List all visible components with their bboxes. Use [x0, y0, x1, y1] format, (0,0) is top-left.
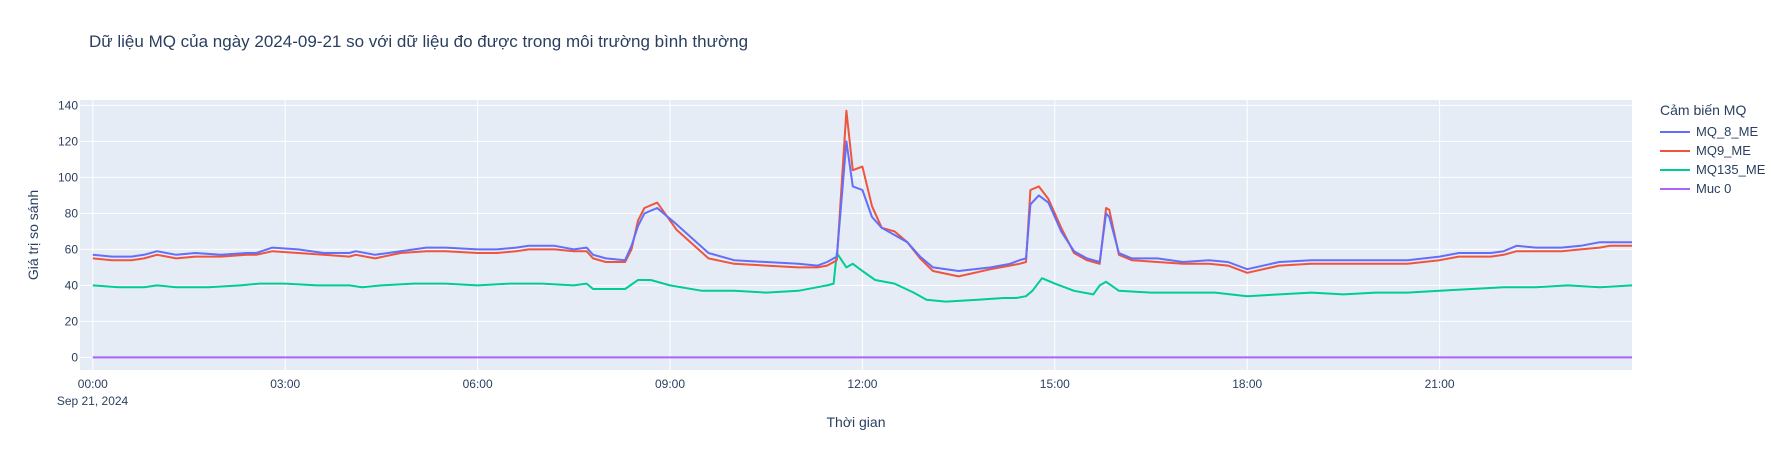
- x-tick-label: 21:00: [1425, 377, 1455, 391]
- y-tick-label: 80: [65, 206, 79, 220]
- plot-background: [80, 100, 1632, 370]
- series-line-MQ_8_ME: [92, 140, 1632, 272]
- y-tick-label: 100: [58, 170, 78, 184]
- series-line-MQ135_ME: [92, 252, 1633, 303]
- legend-label: MQ135_ME: [1696, 162, 1766, 177]
- x-date-label: Sep 21, 2024: [57, 394, 129, 408]
- legend: Cảm biến MQ MQ_8_ME MQ9_ME MQ135_ME Muc …: [1660, 102, 1765, 198]
- legend-item[interactable]: MQ_8_ME: [1660, 122, 1765, 141]
- x-tick-label: 06:00: [463, 377, 493, 391]
- x-tick-label: 00:00: [78, 377, 108, 391]
- y-axis-label: Giá trị so sánh: [25, 190, 41, 280]
- legend-label: Muc 0: [1696, 181, 1732, 196]
- series-line-MQ9_ME: [92, 109, 1632, 278]
- legend-item[interactable]: MQ9_ME: [1660, 141, 1765, 160]
- x-tick-label: 18:00: [1232, 377, 1262, 391]
- legend-label: MQ9_ME: [1696, 143, 1751, 158]
- y-tick-label: 0: [71, 350, 78, 364]
- x-tick-label: 15:00: [1040, 377, 1070, 391]
- y-tick-label: 140: [58, 98, 78, 112]
- x-axis-label: Thời gian: [827, 414, 886, 430]
- chart-title: Dữ liệu MQ của ngày 2024-09-21 so với dữ…: [89, 32, 749, 51]
- x-tick-label: 09:00: [655, 377, 685, 391]
- y-tick-label: 20: [65, 314, 79, 328]
- series-layer: [92, 109, 1633, 359]
- x-tick-label: 12:00: [847, 377, 877, 391]
- legend-swatch: [1660, 149, 1690, 152]
- y-tick-label: 60: [65, 242, 79, 256]
- legend-swatch: [1660, 187, 1690, 190]
- x-axis: 00:00 03:00 06:00 09:00 12:00 15:00 18:00 21:00: [78, 377, 1455, 391]
- legend-item[interactable]: Muc 0: [1660, 179, 1765, 198]
- legend-label: MQ_8_ME: [1696, 124, 1759, 139]
- legend-swatch: [1660, 130, 1690, 133]
- legend-title: Cảm biến MQ: [1660, 102, 1747, 118]
- legend-swatch: [1660, 168, 1690, 171]
- legend-item[interactable]: MQ135_ME: [1660, 160, 1765, 179]
- y-tick-label: 120: [58, 134, 78, 148]
- y-tick-label: 40: [65, 278, 79, 292]
- y-axis: 0 20 40 60 80 100 120 140: [58, 98, 78, 364]
- x-tick-label: 03:00: [270, 377, 300, 391]
